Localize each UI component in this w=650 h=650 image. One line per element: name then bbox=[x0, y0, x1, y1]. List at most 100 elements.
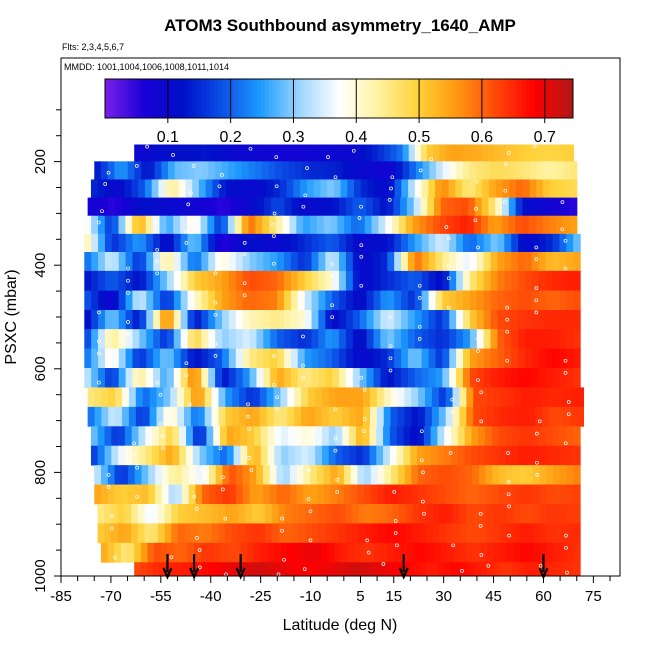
heatmap-cell bbox=[146, 329, 154, 349]
heatmap-cell bbox=[437, 562, 445, 577]
heatmap-cell bbox=[421, 251, 430, 272]
heatmap-cell bbox=[521, 387, 529, 408]
sample-marker bbox=[359, 204, 363, 209]
heatmap-cell bbox=[204, 406, 213, 427]
heatmap-cell bbox=[372, 504, 380, 524]
sample-marker bbox=[184, 332, 189, 336]
heatmap-cell bbox=[363, 406, 371, 427]
colorbar-tick-label: 0.6 bbox=[471, 129, 493, 146]
heatmap-cell bbox=[355, 426, 364, 447]
heatmap-cell bbox=[191, 504, 199, 524]
heatmap-cell bbox=[516, 161, 524, 180]
heatmap-cell bbox=[305, 197, 313, 217]
heatmap-cell bbox=[259, 387, 268, 408]
heatmap-cell bbox=[104, 348, 113, 369]
heatmap-cell bbox=[262, 484, 271, 505]
heatmap-cell bbox=[342, 406, 350, 427]
heatmap-cell bbox=[531, 270, 540, 291]
heatmap-cell bbox=[290, 329, 299, 349]
sample-marker bbox=[564, 533, 568, 538]
heatmap-cell bbox=[153, 329, 161, 349]
heatmap-cell bbox=[107, 465, 116, 485]
colorbar-segment bbox=[498, 79, 504, 118]
heatmap-cell bbox=[447, 197, 456, 217]
heatmap-cell bbox=[487, 562, 494, 577]
heatmap-cell bbox=[321, 387, 330, 408]
heatmap-cell bbox=[249, 251, 258, 272]
heatmap-cell bbox=[189, 144, 196, 162]
heatmap-cell bbox=[135, 197, 143, 217]
heatmap-cell bbox=[251, 523, 260, 544]
heatmap-cell bbox=[518, 290, 526, 311]
heatmap-cell bbox=[566, 445, 574, 466]
sample-marker bbox=[478, 511, 483, 516]
heatmap-cell bbox=[553, 484, 561, 505]
heatmap-cell bbox=[394, 233, 402, 253]
heatmap-cell bbox=[314, 406, 323, 427]
heatmap-cell bbox=[220, 445, 228, 466]
heatmap-cell bbox=[414, 368, 423, 388]
heatmap-cell bbox=[255, 215, 263, 235]
heatmap-cell bbox=[256, 368, 264, 388]
heatmap-cell bbox=[373, 310, 381, 330]
heatmap-cell bbox=[321, 426, 330, 447]
heatmap-cell bbox=[187, 542, 195, 563]
heatmap-cell bbox=[104, 270, 113, 291]
heatmap-cell bbox=[152, 144, 160, 162]
heatmap-cell bbox=[493, 542, 501, 563]
heatmap-cell bbox=[313, 179, 321, 198]
heatmap-cell bbox=[353, 144, 361, 162]
heatmap-cell bbox=[94, 161, 102, 180]
heatmap-cell bbox=[530, 144, 538, 162]
heatmap-cell bbox=[570, 179, 578, 198]
heatmap-cell bbox=[132, 348, 140, 369]
heatmap-cell bbox=[328, 445, 337, 466]
heatmap-cell bbox=[222, 251, 230, 272]
heatmap-cell bbox=[268, 161, 276, 180]
heatmap-cell bbox=[435, 179, 443, 198]
colorbar-segment bbox=[561, 79, 566, 118]
heatmap-cell bbox=[405, 523, 414, 544]
sample-marker bbox=[158, 392, 163, 397]
heatmap-cell bbox=[569, 387, 578, 408]
heatmap-cell bbox=[492, 504, 501, 524]
heatmap-cell bbox=[101, 197, 109, 217]
heatmap-cell bbox=[412, 215, 421, 235]
heatmap-cell bbox=[462, 179, 470, 198]
heatmap-cell bbox=[545, 310, 554, 330]
heatmap-cell bbox=[357, 465, 365, 485]
colorbar-tick-label: 0.4 bbox=[345, 129, 367, 146]
heatmap-cell bbox=[291, 523, 300, 544]
sample-marker bbox=[221, 487, 225, 492]
heatmap-cell bbox=[372, 197, 381, 217]
heatmap-cell bbox=[332, 368, 340, 388]
heatmap-cell bbox=[555, 406, 564, 427]
heatmap-cell bbox=[396, 445, 405, 466]
heatmap-cell bbox=[483, 310, 492, 330]
heatmap-cell bbox=[480, 542, 488, 563]
heatmap-cell bbox=[290, 290, 299, 311]
heatmap-cell bbox=[347, 144, 355, 162]
heatmap-cell bbox=[559, 310, 567, 330]
heatmap-cell bbox=[267, 542, 275, 563]
heatmap-cell bbox=[100, 542, 109, 563]
colorbar-segment bbox=[272, 79, 278, 118]
sample-marker bbox=[197, 565, 202, 570]
heatmap-cell bbox=[308, 426, 316, 447]
sample-marker bbox=[359, 254, 364, 259]
heatmap-cell bbox=[508, 215, 516, 235]
x-tick-label: -70 bbox=[100, 588, 122, 605]
heatmap-cell bbox=[380, 270, 388, 291]
heatmap-cell bbox=[222, 233, 230, 253]
heatmap-cell bbox=[358, 523, 367, 544]
heatmap-cell bbox=[549, 215, 557, 235]
sample-marker bbox=[126, 278, 130, 283]
heatmap-cell bbox=[287, 445, 296, 466]
heatmap-cell bbox=[428, 368, 437, 388]
heatmap-cell bbox=[429, 161, 437, 180]
heatmap-cell bbox=[332, 233, 340, 253]
heatmap-cell bbox=[206, 426, 214, 447]
heatmap-cell bbox=[522, 179, 531, 198]
heatmap-cell bbox=[289, 484, 298, 505]
heatmap-cell bbox=[166, 215, 174, 235]
